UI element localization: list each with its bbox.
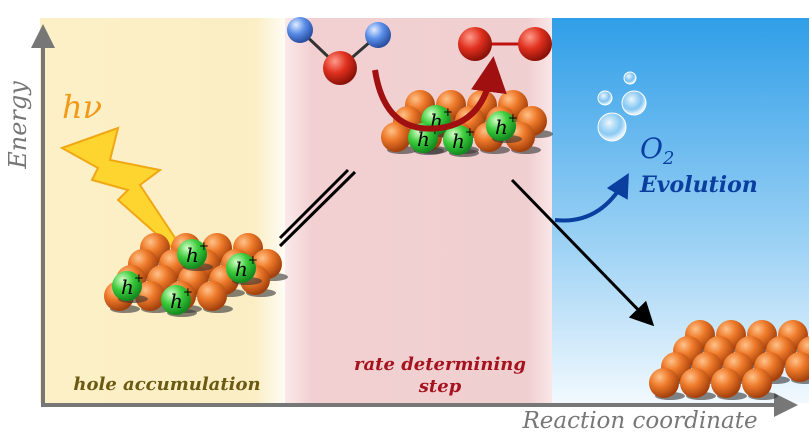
photon-label: hν (62, 88, 102, 126)
region-hole-accumulation (40, 18, 292, 403)
particle (680, 368, 710, 398)
hole-charge: + (199, 239, 209, 253)
x-axis-label: Reaction coordinate (521, 408, 757, 434)
bubble (622, 91, 646, 115)
hole-symbol: h (170, 289, 183, 313)
oxygen-atom (323, 51, 357, 85)
hole-symbol: h (452, 129, 465, 153)
hole-symbol: h (495, 115, 508, 139)
region-label: hole accumulation (73, 374, 260, 395)
bubble (598, 113, 626, 141)
oxygen-atom (458, 27, 492, 61)
oxygen-symbol: O (640, 132, 663, 165)
y-axis-label: Energy (4, 81, 32, 170)
particle (742, 368, 772, 398)
diagram: Energy Reaction coordinate hν h+h+h+h+h+… (0, 0, 809, 436)
hole-charge: + (183, 285, 193, 299)
hole-charge: + (465, 125, 475, 139)
hydrogen-atom (365, 22, 391, 48)
particle (197, 281, 227, 311)
particle (649, 368, 679, 398)
hole-symbol: h (235, 257, 248, 281)
bubble (598, 91, 612, 105)
particle (711, 368, 741, 398)
hole-charge: + (443, 105, 453, 119)
oxygen-atom (518, 27, 552, 61)
oxygen-subscript: 2 (662, 148, 674, 169)
hole-charge: + (134, 271, 144, 285)
region-label: step (418, 376, 462, 397)
region-label: rate determining (354, 354, 526, 375)
hole-symbol: h (121, 275, 134, 299)
hole-symbol: h (186, 243, 199, 267)
hole-charge: + (508, 111, 518, 125)
hydrogen-atom (287, 17, 313, 43)
bubble (624, 72, 636, 84)
evolution-label: Evolution (639, 172, 758, 198)
hole-charge: + (248, 253, 258, 267)
